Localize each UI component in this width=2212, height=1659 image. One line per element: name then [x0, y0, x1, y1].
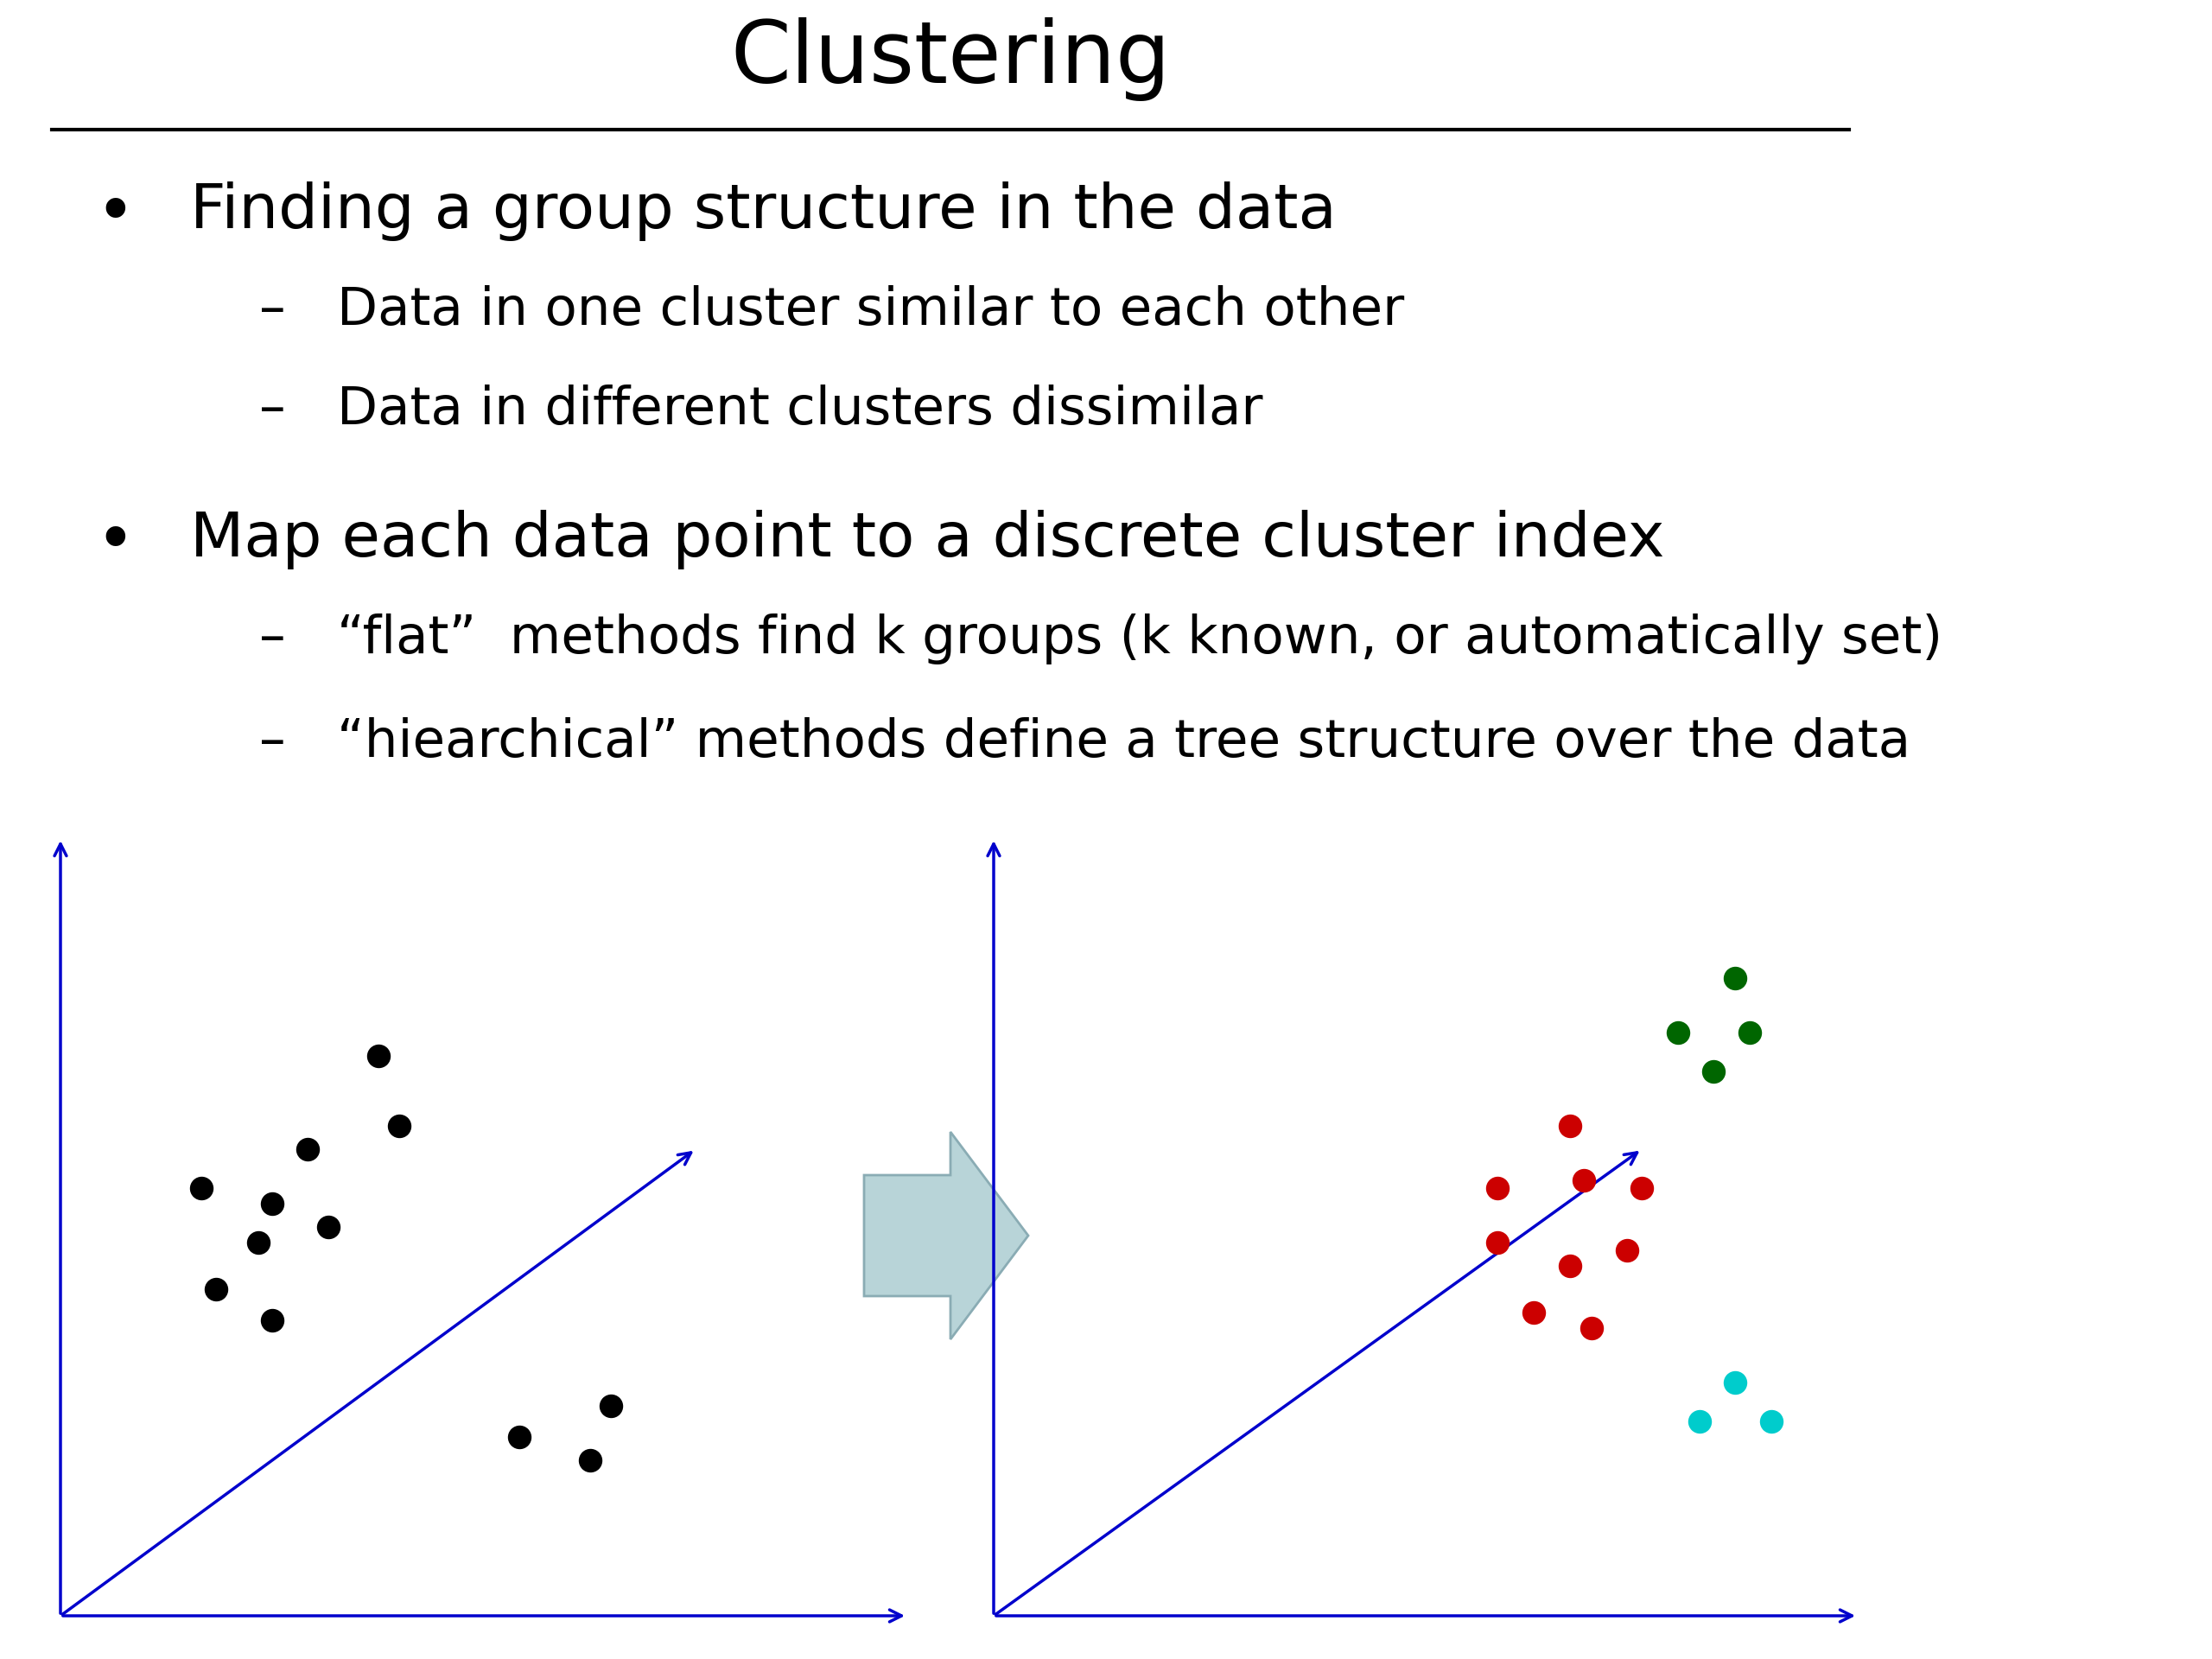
Point: [1553, 1113, 1588, 1140]
Text: –: –: [259, 285, 285, 337]
Text: •: •: [95, 509, 135, 576]
Point: [1697, 1058, 1732, 1085]
Point: [1732, 1019, 1767, 1045]
Point: [380, 1113, 416, 1140]
Point: [1719, 1369, 1754, 1395]
Point: [1553, 1253, 1588, 1279]
Point: [1573, 1316, 1608, 1342]
Point: [1566, 1166, 1601, 1193]
Point: [573, 1447, 608, 1473]
Point: [1624, 1175, 1659, 1201]
Polygon shape: [865, 1131, 1029, 1339]
Text: Data in different clusters dissimilar: Data in different clusters dissimilar: [336, 385, 1263, 435]
Text: –: –: [259, 614, 285, 665]
Point: [290, 1136, 325, 1163]
Point: [361, 1042, 396, 1068]
Point: [254, 1307, 290, 1334]
Text: –: –: [259, 717, 285, 768]
Text: “hiearchical” methods define a tree structure over the data: “hiearchical” methods define a tree stru…: [336, 717, 1911, 768]
Point: [1719, 966, 1754, 992]
Point: [1515, 1299, 1551, 1326]
Point: [184, 1175, 219, 1201]
Text: Finding a group structure in the data: Finding a group structure in the data: [190, 181, 1336, 241]
Point: [1610, 1238, 1646, 1264]
Point: [254, 1191, 290, 1218]
Text: Map each data point to a discrete cluster index: Map each data point to a discrete cluste…: [190, 509, 1666, 569]
Point: [241, 1229, 276, 1256]
Text: “flat”  methods find k groups (k known, or automatically set): “flat” methods find k groups (k known, o…: [336, 614, 1942, 665]
Point: [1754, 1408, 1790, 1435]
Point: [312, 1214, 347, 1241]
Point: [1480, 1229, 1515, 1256]
Text: Clustering: Clustering: [730, 17, 1170, 101]
Point: [502, 1423, 538, 1450]
Point: [1659, 1019, 1694, 1045]
Point: [1480, 1175, 1515, 1201]
Text: Data in one cluster similar to each other: Data in one cluster similar to each othe…: [336, 285, 1405, 337]
Text: –: –: [259, 385, 285, 435]
Point: [199, 1276, 234, 1302]
Point: [1681, 1408, 1717, 1435]
Text: •: •: [95, 181, 135, 247]
Point: [593, 1392, 628, 1418]
